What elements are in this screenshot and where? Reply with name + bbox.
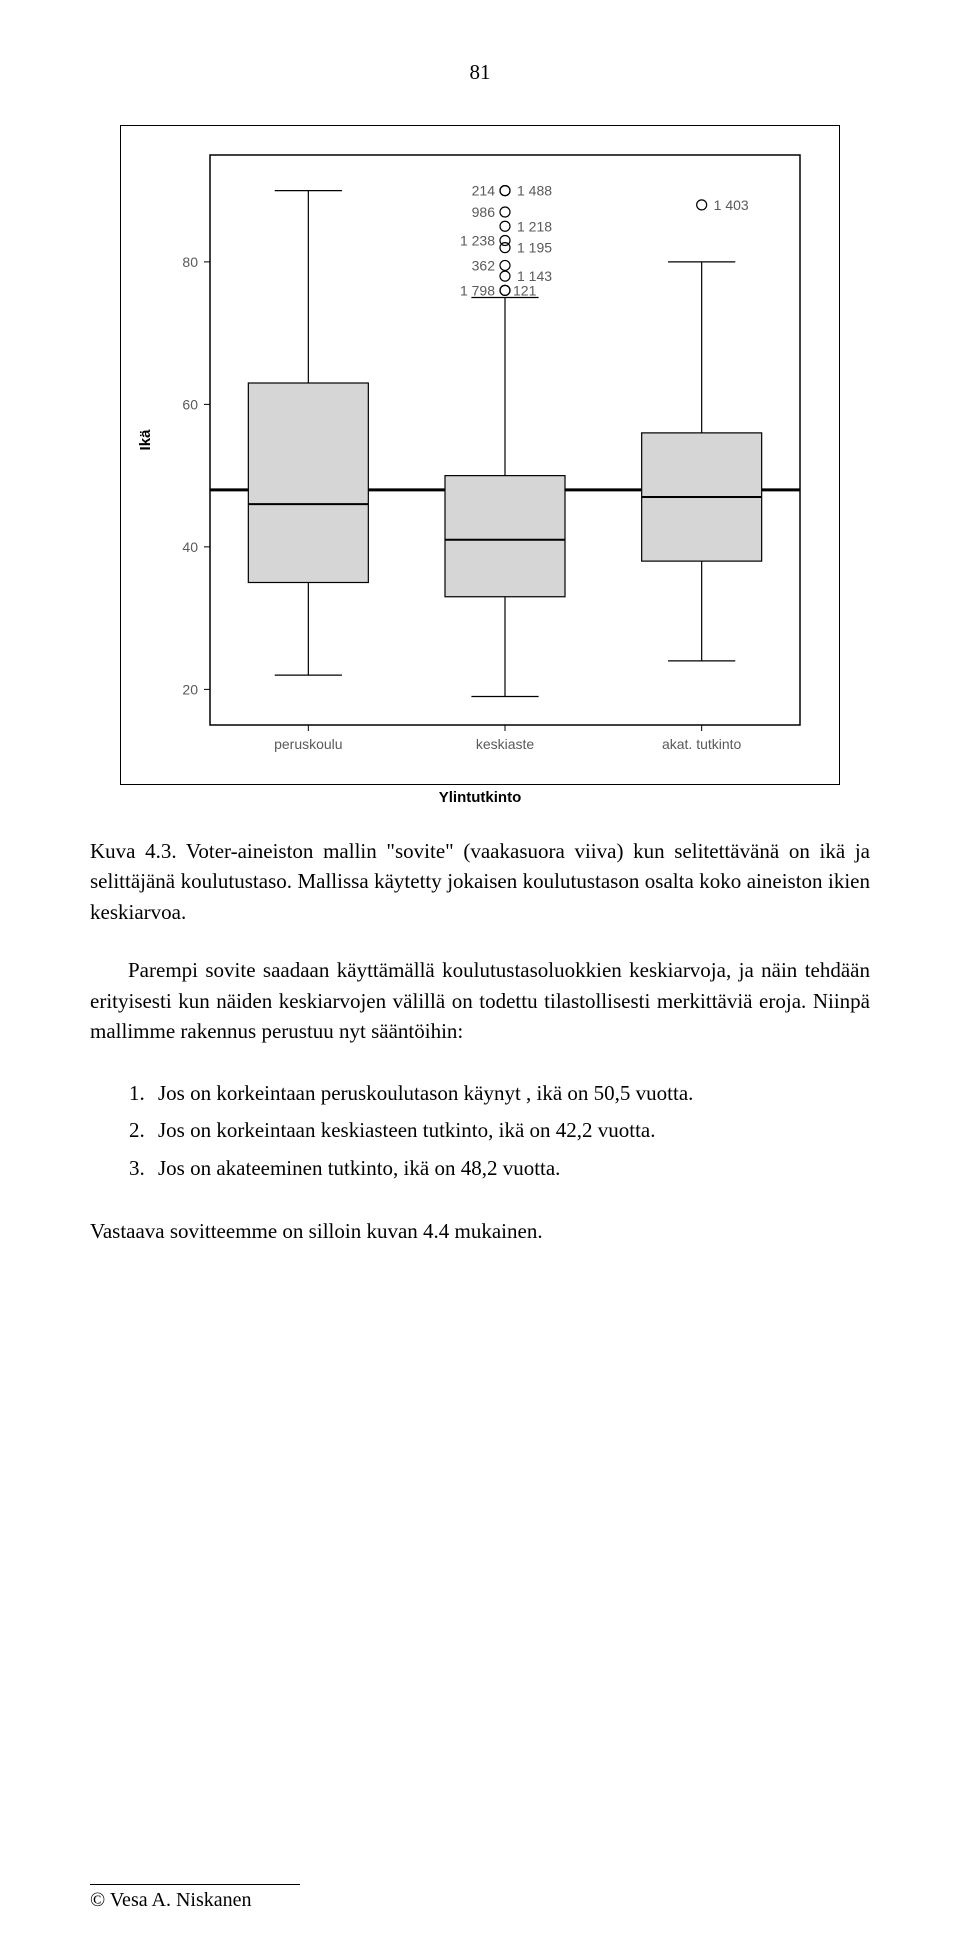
svg-text:1 238: 1 238 xyxy=(460,233,495,249)
body-paragraph: Parempi sovite saadaan käyttämällä koulu… xyxy=(90,955,870,1046)
svg-text:1 488: 1 488 xyxy=(517,183,552,199)
footer-rule xyxy=(90,1884,300,1885)
svg-text:1 218: 1 218 xyxy=(517,218,552,234)
rule-item: Jos on akateeminen tutkinto, ikä on 48,2… xyxy=(150,1150,870,1188)
svg-text:1 195: 1 195 xyxy=(517,240,552,256)
chart-svg: 20 40 60 80 Ikä peruskoulu keskiaste akat. tutk… xyxy=(120,125,840,785)
page-footer: © Vesa A. Niskanen xyxy=(90,1884,300,1912)
svg-text:60: 60 xyxy=(182,396,198,412)
svg-text:1 403: 1 403 xyxy=(714,197,749,213)
rule-item: Jos on korkeintaan keskiasteen tutkinto,… xyxy=(150,1112,870,1150)
boxplot-chart: 20 40 60 80 Ikä peruskoulu keskiaste akat. tutk… xyxy=(120,125,840,806)
caption-body: Voter-aineiston mallin "sovite" (vaakasu… xyxy=(90,839,870,924)
svg-text:986: 986 xyxy=(472,204,496,220)
svg-text:keskiaste: keskiaste xyxy=(476,736,535,752)
rules-list: Jos on korkeintaan peruskoulutason käyny… xyxy=(90,1075,870,1188)
svg-text:214: 214 xyxy=(472,183,496,199)
rule-item: Jos on korkeintaan peruskoulutason käyny… xyxy=(150,1075,870,1113)
page-number: 81 xyxy=(90,60,870,85)
caption-prefix: Kuva 4.3. xyxy=(90,839,177,863)
x-axis-title: Ylintutkinto xyxy=(120,789,840,806)
final-sentence: Vastaava sovitteemme on silloin kuvan 4.… xyxy=(90,1216,870,1246)
svg-text:1 798: 1 798 xyxy=(460,282,495,298)
svg-text:40: 40 xyxy=(182,539,198,555)
svg-text:peruskoulu: peruskoulu xyxy=(274,736,343,752)
figure-caption: Kuva 4.3. Voter-aineiston mallin "sovite… xyxy=(90,836,870,927)
svg-text:Ikä: Ikä xyxy=(137,429,154,451)
svg-text:362: 362 xyxy=(472,257,496,273)
svg-text:80: 80 xyxy=(182,254,198,270)
footer-text: © Vesa A. Niskanen xyxy=(90,1889,300,1912)
svg-text:akat. tutkinto: akat. tutkinto xyxy=(662,736,742,752)
svg-text:121: 121 xyxy=(513,282,537,298)
svg-text:20: 20 xyxy=(182,681,198,697)
